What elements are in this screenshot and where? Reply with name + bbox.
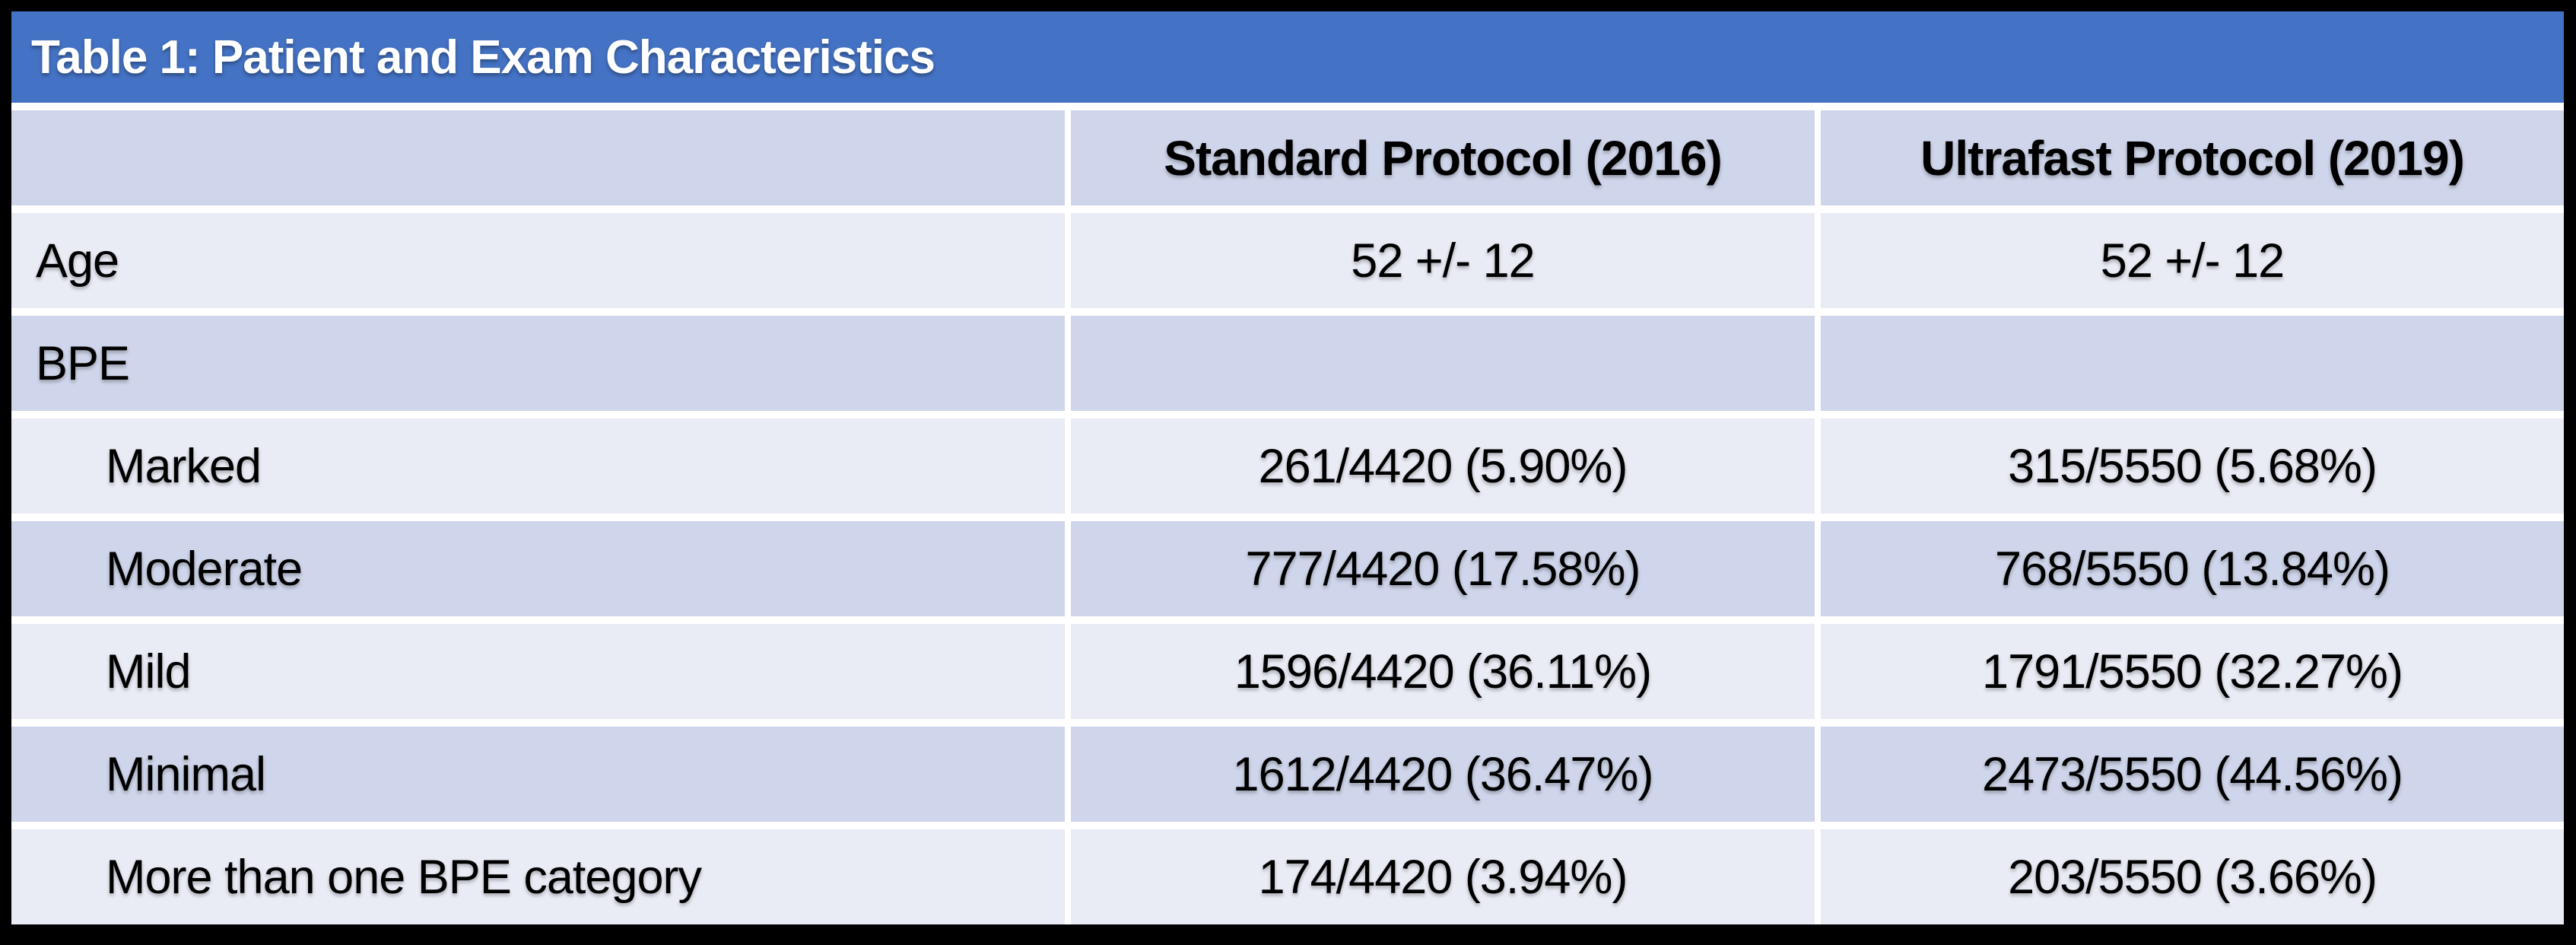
standard-protocol-value-cell: 174/4420 (3.94%) — [1071, 829, 1815, 924]
row-label-cell: Age — [11, 213, 1065, 308]
ultrafast-protocol-value-cell: 203/5550 (3.66%) — [1821, 829, 2564, 924]
patient-exam-characteristics-table: Table 1: Patient and Exam Characteristic… — [11, 11, 2564, 924]
table-title: Table 1: Patient and Exam Characteristic… — [31, 30, 935, 84]
row-label: Age — [36, 234, 119, 288]
row-label-cell: More than one BPE category — [11, 829, 1065, 924]
standard-protocol-value-cell: 1596/4420 (36.11%) — [1071, 624, 1815, 719]
header-cell-ultrafast-protocol: Ultrafast Protocol (2019) — [1821, 110, 2564, 205]
standard-protocol-value-cell: 777/4420 (17.58%) — [1071, 521, 1815, 616]
row-label: Minimal — [106, 747, 266, 801]
row-label: Moderate — [106, 542, 303, 596]
ultrafast-protocol-value-cell: 52 +/- 12 — [1821, 213, 2564, 308]
row-label-cell: BPE — [11, 316, 1065, 411]
table-title-bar: Table 1: Patient and Exam Characteristic… — [11, 11, 2564, 103]
ultrafast-protocol-value-cell — [1821, 316, 2564, 411]
row-label: More than one BPE category — [106, 850, 702, 904]
row-label-cell: Marked — [11, 418, 1065, 514]
ultrafast-protocol-value-cell: 2473/5550 (44.56%) — [1821, 727, 2564, 822]
row-label: Marked — [106, 439, 262, 493]
row-label: BPE — [36, 336, 130, 390]
ultrafast-protocol-value-cell: 315/5550 (5.68%) — [1821, 418, 2564, 514]
standard-protocol-value-cell — [1071, 316, 1815, 411]
header-cell-empty — [11, 110, 1065, 205]
standard-protocol-value-cell: 261/4420 (5.90%) — [1071, 418, 1815, 514]
row-label-cell: Moderate — [11, 521, 1065, 616]
row-label-cell: Minimal — [11, 727, 1065, 822]
header-cell-standard-protocol: Standard Protocol (2016) — [1071, 110, 1815, 205]
ultrafast-protocol-value-cell: 1791/5550 (32.27%) — [1821, 624, 2564, 719]
standard-protocol-value-cell: 1612/4420 (36.47%) — [1071, 727, 1815, 822]
row-label: Mild — [106, 644, 192, 698]
ultrafast-protocol-value-cell: 768/5550 (13.84%) — [1821, 521, 2564, 616]
standard-protocol-value-cell: 52 +/- 12 — [1071, 213, 1815, 308]
row-label-cell: Mild — [11, 624, 1065, 719]
